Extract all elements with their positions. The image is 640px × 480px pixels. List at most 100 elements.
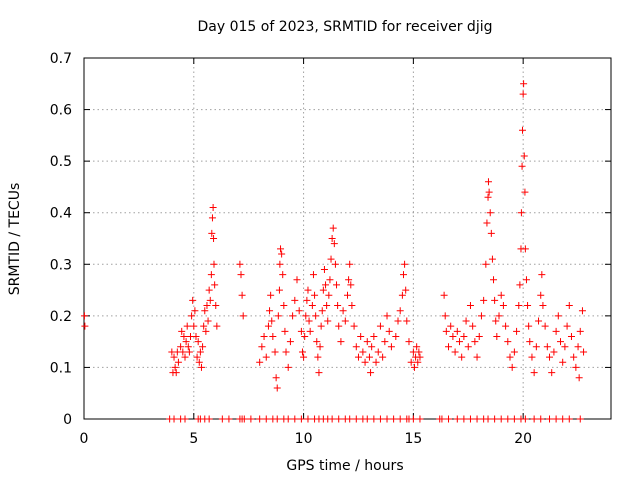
data-point (563, 322, 571, 330)
data-point (524, 302, 532, 310)
data-point (363, 338, 371, 346)
data-point (347, 281, 355, 289)
data-point (394, 317, 402, 325)
data-point (346, 260, 354, 268)
data-point (359, 348, 367, 356)
data-point (218, 415, 226, 423)
x-tick-label: 5 (189, 431, 198, 447)
data-point (266, 307, 274, 315)
y-tick-label: 0.4 (50, 206, 72, 222)
data-point (277, 245, 285, 253)
data-point (510, 415, 518, 423)
data-point (385, 327, 393, 335)
data-point (567, 332, 575, 340)
data-point (440, 291, 448, 299)
data-point (516, 281, 524, 289)
data-point (188, 312, 196, 320)
data-point (185, 348, 193, 356)
data-point (170, 353, 178, 361)
data-point (541, 322, 549, 330)
data-point (298, 348, 306, 356)
data-point (197, 363, 205, 371)
data-point (445, 343, 453, 351)
data-point (414, 358, 422, 366)
data-point (464, 343, 472, 351)
data-point (278, 250, 286, 258)
data-point (268, 317, 276, 325)
y-tick-label: 0.3 (50, 257, 72, 273)
data-point (239, 312, 247, 320)
data-point (538, 271, 546, 279)
y-tick-label: 0.6 (50, 103, 72, 119)
data-point (361, 358, 369, 366)
data-point (387, 343, 395, 351)
data-point (402, 286, 410, 294)
data-point (521, 188, 529, 196)
data-point (318, 307, 326, 315)
data-point (194, 338, 202, 346)
data-point (334, 302, 342, 310)
data-point (348, 302, 356, 310)
data-point (499, 302, 507, 310)
x-tick-label: 0 (80, 431, 89, 447)
data-point (293, 276, 301, 284)
data-point (196, 348, 204, 356)
data-point (236, 260, 244, 268)
data-point (552, 415, 560, 423)
data-point (328, 235, 336, 242)
data-point (554, 312, 562, 320)
data-point (341, 317, 349, 325)
data-point (225, 415, 233, 423)
data-point (317, 322, 325, 330)
data-point (262, 353, 270, 361)
data-point (205, 286, 213, 294)
data-point (319, 286, 327, 294)
data-point (184, 343, 192, 351)
data-point (445, 415, 453, 423)
data-point (199, 343, 207, 351)
data-point (504, 415, 512, 423)
data-point (178, 327, 186, 335)
data-point (485, 188, 493, 196)
data-point (477, 312, 485, 320)
data-point (284, 363, 292, 371)
data-point (190, 322, 198, 330)
data-point (390, 415, 398, 423)
data-point (262, 415, 270, 423)
data-point (289, 312, 297, 320)
data-point (518, 162, 526, 170)
data-point (315, 369, 323, 377)
data-point (520, 152, 528, 160)
grid-lines (84, 58, 611, 419)
data-point (520, 80, 528, 88)
data-point (519, 90, 527, 98)
data-point (329, 224, 337, 232)
data-point (576, 415, 584, 423)
data-point (201, 307, 209, 315)
data-point (180, 332, 188, 340)
y-tick-label: 0.1 (50, 360, 72, 376)
data-points (80, 80, 588, 423)
data-point (305, 317, 313, 325)
data-point (204, 317, 212, 325)
data-point (339, 307, 347, 315)
y-tick-label: 0.2 (50, 309, 72, 325)
data-point (525, 322, 533, 330)
data-point (172, 369, 180, 377)
data-point (335, 322, 343, 330)
data-point (368, 343, 376, 351)
data-point (484, 178, 492, 186)
data-point (274, 312, 282, 320)
data-point (281, 327, 289, 335)
data-point (350, 322, 358, 330)
data-point (205, 415, 213, 423)
data-point (370, 415, 378, 423)
data-point (284, 415, 292, 423)
data-point (473, 415, 481, 423)
data-point (302, 312, 310, 320)
data-point (312, 312, 320, 320)
data-point (405, 338, 413, 346)
data-point (275, 286, 283, 294)
data-point (482, 260, 490, 268)
data-point (291, 296, 299, 304)
